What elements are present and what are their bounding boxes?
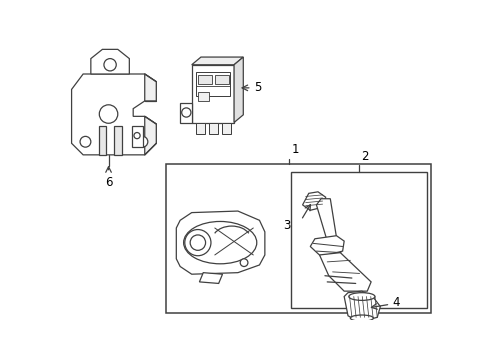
Polygon shape xyxy=(316,199,336,241)
Polygon shape xyxy=(114,126,122,155)
Text: 5: 5 xyxy=(254,81,261,94)
Bar xyxy=(214,75,228,84)
Polygon shape xyxy=(180,103,191,122)
Circle shape xyxy=(104,59,116,71)
Bar xyxy=(198,75,211,84)
Polygon shape xyxy=(71,74,156,155)
Circle shape xyxy=(184,230,210,256)
Polygon shape xyxy=(208,122,218,134)
Polygon shape xyxy=(191,65,234,122)
Text: 4: 4 xyxy=(392,296,399,309)
Text: 3: 3 xyxy=(283,219,290,232)
Circle shape xyxy=(99,105,118,123)
Text: 2: 2 xyxy=(360,150,368,163)
Polygon shape xyxy=(99,126,106,155)
Text: 6: 6 xyxy=(104,176,112,189)
Circle shape xyxy=(240,259,247,266)
Polygon shape xyxy=(221,122,230,134)
Polygon shape xyxy=(302,192,325,210)
Polygon shape xyxy=(144,74,156,101)
Ellipse shape xyxy=(348,293,374,300)
Bar xyxy=(166,164,430,313)
Circle shape xyxy=(137,136,147,147)
Polygon shape xyxy=(131,126,143,147)
Polygon shape xyxy=(191,57,243,65)
Polygon shape xyxy=(176,211,264,274)
Text: 1: 1 xyxy=(291,143,299,156)
Circle shape xyxy=(80,136,91,147)
Polygon shape xyxy=(310,236,344,256)
Circle shape xyxy=(190,235,205,250)
Ellipse shape xyxy=(349,315,373,321)
Polygon shape xyxy=(144,116,156,155)
Bar xyxy=(195,72,230,95)
Polygon shape xyxy=(344,291,380,322)
Bar xyxy=(290,172,426,308)
Polygon shape xyxy=(195,122,204,134)
Polygon shape xyxy=(319,253,370,291)
Bar xyxy=(198,92,208,101)
Polygon shape xyxy=(91,49,129,74)
Polygon shape xyxy=(234,57,243,122)
Circle shape xyxy=(134,132,140,139)
Circle shape xyxy=(182,108,190,117)
Polygon shape xyxy=(199,273,222,283)
